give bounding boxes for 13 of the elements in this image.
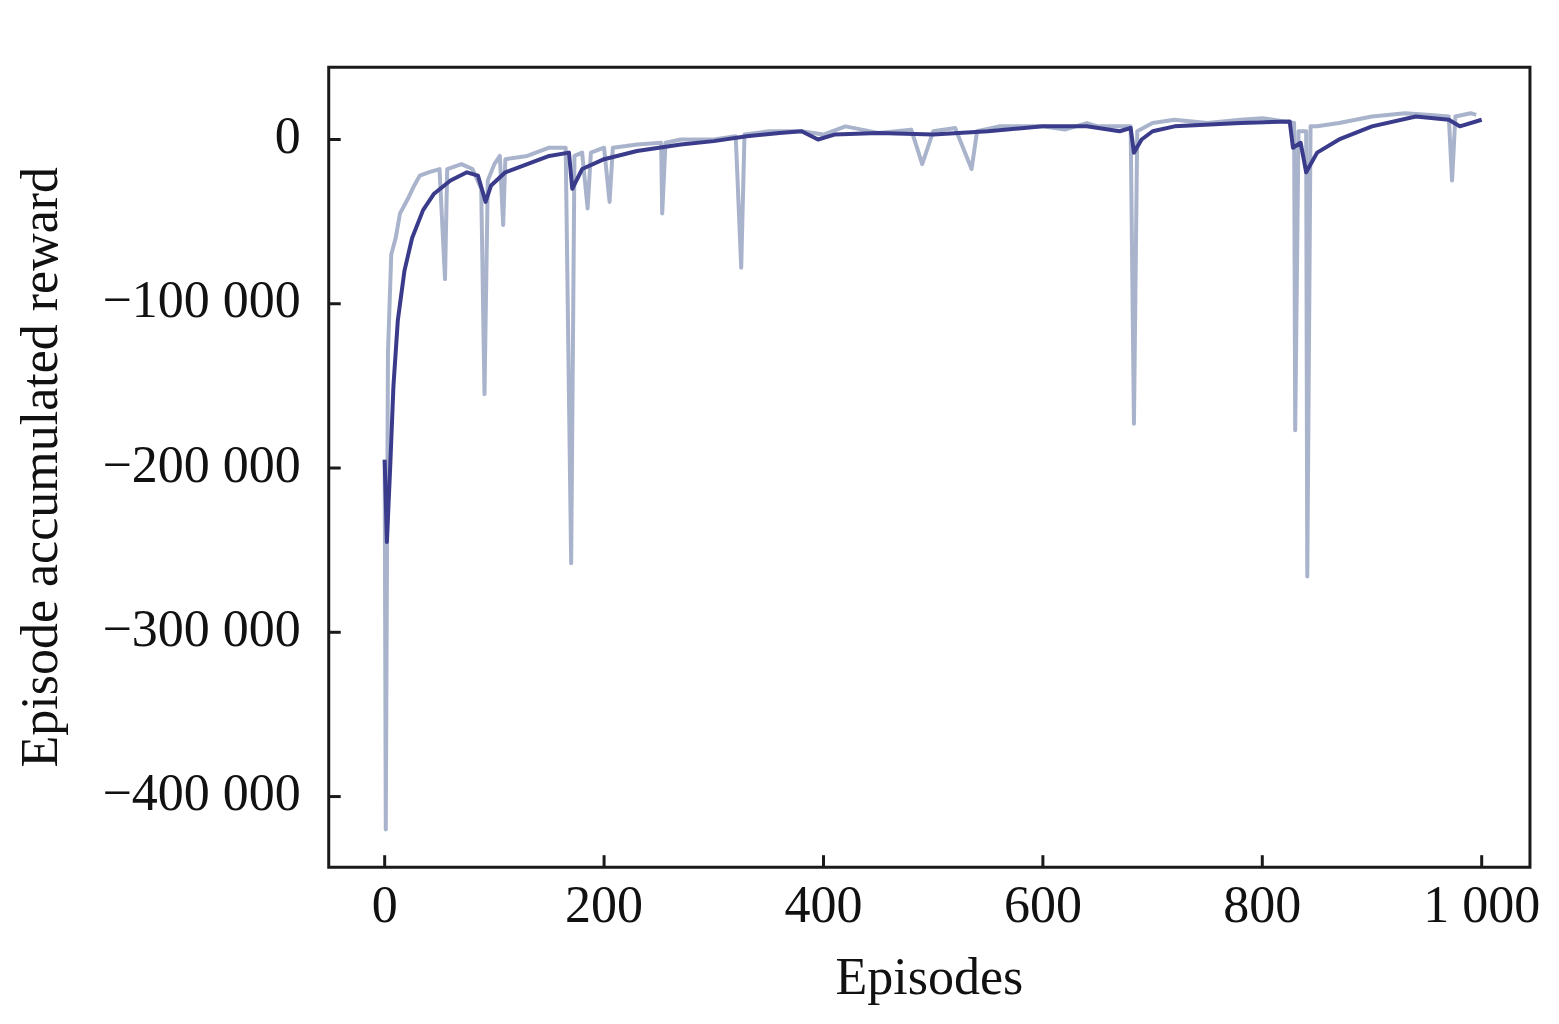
y-tick-label: −300 000 (102, 599, 301, 657)
x-tick-label: 0 (371, 876, 398, 934)
x-axis-title: Episodes (835, 948, 1024, 1006)
y-tick-label: −100 000 (102, 271, 301, 329)
y-tick-label: −200 000 (102, 435, 301, 493)
x-tick-label: 1 000 (1423, 876, 1541, 934)
x-tick-label: 800 (1223, 876, 1302, 934)
x-tick-label: 400 (784, 876, 863, 934)
y-tick-label: −400 000 (102, 764, 301, 822)
x-tick-label: 600 (1003, 876, 1082, 934)
y-tick-label: 0 (274, 107, 301, 165)
y-axis-title: Episode accumulated reward (10, 166, 68, 768)
x-tick-label: 200 (565, 876, 644, 934)
